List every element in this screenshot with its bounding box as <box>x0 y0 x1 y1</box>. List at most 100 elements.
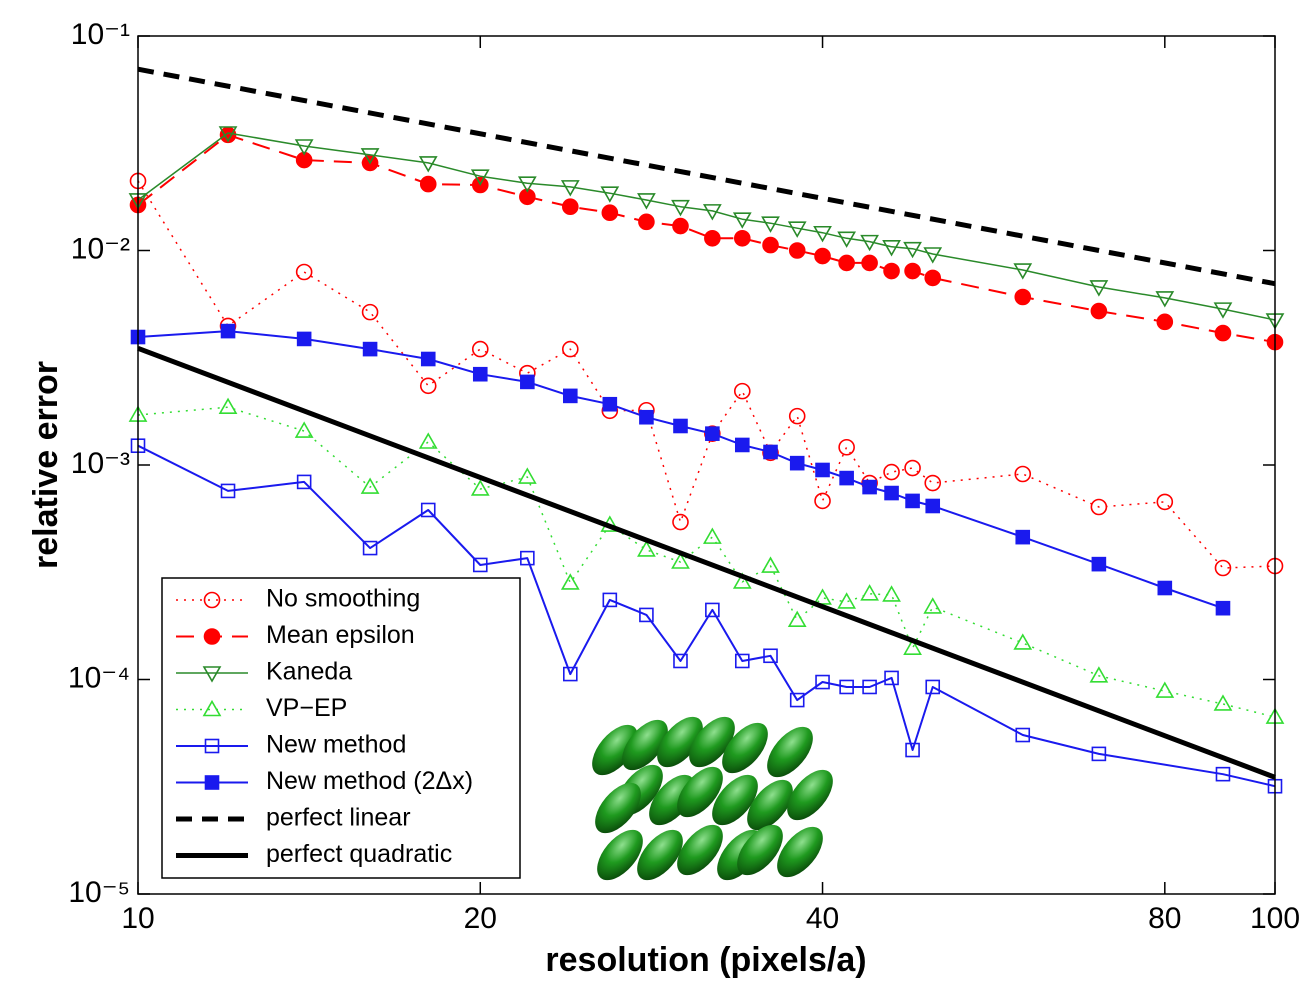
marker <box>637 193 656 210</box>
ellipsoid <box>712 774 758 826</box>
marker <box>1090 302 1108 320</box>
marker <box>1215 766 1231 782</box>
marker <box>815 462 830 478</box>
marker <box>203 628 221 645</box>
marker <box>923 247 943 264</box>
marker <box>420 502 436 518</box>
marker <box>296 474 312 490</box>
marker <box>732 572 752 589</box>
marker <box>862 679 877 695</box>
marker <box>1214 559 1232 577</box>
legend-label: perfect quadratic <box>266 840 452 868</box>
marker <box>1014 465 1032 483</box>
marker <box>1090 498 1108 516</box>
marker <box>671 199 690 217</box>
marker <box>1015 529 1031 545</box>
marker <box>218 397 238 414</box>
marker <box>860 234 879 252</box>
marker <box>814 492 831 510</box>
marker <box>296 331 312 347</box>
series-line <box>137 66 1276 287</box>
marker <box>601 204 619 222</box>
plot-area <box>128 35 1285 895</box>
series-line <box>137 345 1276 780</box>
marker <box>639 607 654 623</box>
ellipsoid <box>597 829 643 881</box>
marker <box>673 653 688 669</box>
marker <box>472 557 488 573</box>
marker <box>860 584 879 601</box>
y-tick-label: 10⁻⁴ <box>68 661 130 694</box>
marker <box>787 221 807 238</box>
marker <box>838 438 855 456</box>
marker <box>861 254 878 272</box>
ellipsoid <box>722 722 768 774</box>
x-tick-label: 40 <box>806 902 839 935</box>
marker <box>883 262 900 280</box>
marker <box>203 591 221 609</box>
legend-label: New method (2Δx) <box>266 767 473 795</box>
marker <box>638 213 655 231</box>
marker <box>295 263 313 281</box>
ellipsoid <box>767 726 813 778</box>
marker <box>361 303 379 321</box>
marker <box>734 653 750 669</box>
marker <box>813 225 832 243</box>
marker <box>732 212 752 229</box>
marker <box>789 692 805 708</box>
marker <box>639 409 654 425</box>
series-line <box>137 444 1276 788</box>
marker <box>1213 694 1233 711</box>
marker <box>472 366 488 382</box>
marker <box>362 540 378 556</box>
marker <box>218 126 238 143</box>
legend-box <box>161 577 521 879</box>
marker <box>1089 666 1109 683</box>
marker <box>1213 302 1233 319</box>
marker <box>1214 324 1232 342</box>
marker <box>838 254 855 272</box>
marker <box>220 483 236 499</box>
marker <box>1013 633 1033 650</box>
legend: No smoothing Mean epsilon Kaneda VP−EP New m… <box>161 577 521 879</box>
marker <box>673 418 688 434</box>
marker <box>904 459 921 477</box>
marker <box>294 139 314 156</box>
marker <box>903 241 922 259</box>
marker <box>705 426 720 441</box>
marker <box>788 407 806 425</box>
y-tick-label: 10⁻¹ <box>71 18 130 51</box>
ellipsoid <box>637 829 683 881</box>
marker <box>762 236 779 254</box>
marker <box>1215 600 1231 616</box>
marker <box>202 666 222 683</box>
marker <box>517 176 537 193</box>
ellipsoid <box>677 766 723 818</box>
marker <box>563 388 578 404</box>
marker <box>672 513 689 531</box>
marker <box>1089 280 1109 297</box>
marker <box>1091 556 1107 572</box>
marker <box>789 455 805 471</box>
legend-label: No smoothing <box>266 585 420 613</box>
ellipsoid <box>737 824 783 876</box>
marker <box>904 262 921 280</box>
marker <box>882 240 901 257</box>
marker <box>470 169 490 186</box>
marker <box>418 432 438 449</box>
ellipsoid <box>677 824 723 876</box>
marker <box>671 552 690 569</box>
ellipsoid <box>777 826 823 878</box>
marker <box>705 602 720 618</box>
marker <box>903 638 922 655</box>
y-tick-label: 10⁻⁵ <box>68 876 130 909</box>
marker <box>562 198 579 216</box>
marker <box>702 527 722 544</box>
marker <box>905 493 920 509</box>
marker <box>882 585 901 602</box>
marker <box>704 229 721 247</box>
series-line <box>137 133 1276 344</box>
marker <box>733 229 751 247</box>
ellipsoid <box>622 719 668 771</box>
marker <box>923 597 943 614</box>
